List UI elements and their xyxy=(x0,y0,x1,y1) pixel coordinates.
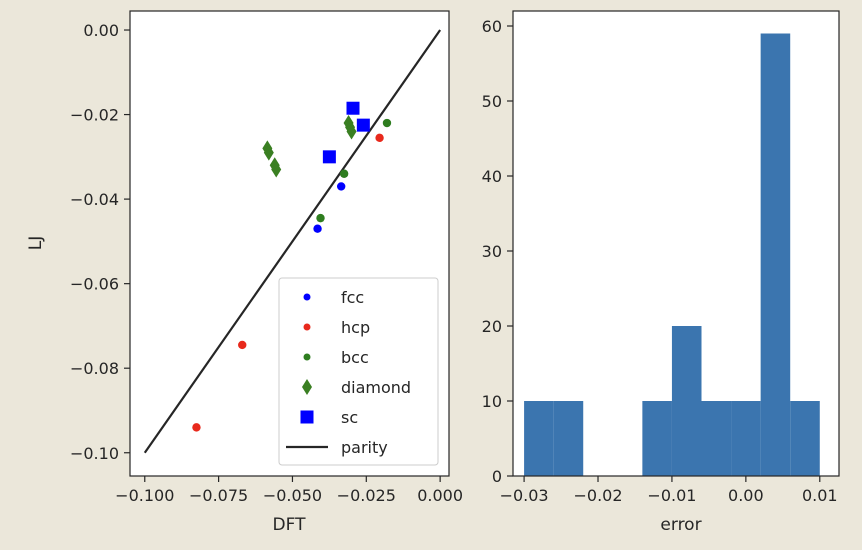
scatter-x-tick-label: −0.025 xyxy=(337,486,396,505)
hcp-point xyxy=(375,133,384,143)
scatter-legend: fcc hcp bcc diamond sc parity xyxy=(278,277,439,466)
scatter-x-tick-label: −0.100 xyxy=(115,486,174,505)
parity-line xyxy=(143,29,442,454)
bcc-point xyxy=(382,118,392,128)
sc-point xyxy=(346,101,360,115)
sc-point xyxy=(322,150,336,164)
diamond-point xyxy=(346,123,357,140)
histogram-bars xyxy=(524,33,820,476)
histogram-y-tick-label: 60 xyxy=(482,17,502,36)
bcc-point xyxy=(339,169,349,178)
scatter-marks xyxy=(143,29,442,454)
legend-diamond-label: diamond xyxy=(341,378,411,397)
legend-hcp-marker xyxy=(303,323,311,331)
scatter-x-ticks: −0.100 −0.075 −0.050 −0.025 0.000 xyxy=(115,476,463,505)
histogram-bar xyxy=(790,401,820,476)
histogram-bar xyxy=(701,401,732,476)
legend-fcc-label: fcc xyxy=(341,288,364,307)
legend-bcc-label: bcc xyxy=(341,348,369,367)
histogram-x-ticks: −0.03 −0.02 −0.01 0.00 0.01 xyxy=(500,476,838,505)
scatter-y-tick-label: −0.06 xyxy=(70,275,119,294)
histogram-x-tick-label: −0.01 xyxy=(647,486,696,505)
histogram-y-tick-label: 10 xyxy=(482,392,502,411)
histogram-plot-frame xyxy=(512,10,840,477)
scatter-y-ticks: 0.00 −0.02 −0.04 −0.06 −0.08 −0.10 xyxy=(70,21,130,463)
error-histogram: −0.03 −0.02 −0.01 0.00 0.01 0 10 20 30 40 50 60 er… xyxy=(482,10,840,535)
scatter-x-tick-label: −0.075 xyxy=(189,486,248,505)
histogram-x-tick-label: 0.01 xyxy=(802,486,838,505)
legend-fcc-marker xyxy=(303,293,311,301)
legend-diamond-marker xyxy=(302,379,312,395)
histogram-y-tick-label: 40 xyxy=(482,167,502,186)
histogram-bar xyxy=(760,33,791,476)
hcp-point xyxy=(238,340,247,350)
histogram-x-tick-label: 0.00 xyxy=(728,486,764,505)
scatter-y-tick-label: 0.00 xyxy=(83,21,119,40)
legend-parity-label: parity xyxy=(341,438,388,457)
histogram-bar xyxy=(642,401,672,476)
legend-sc-label: sc xyxy=(341,408,358,427)
histogram-y-tick-label: 20 xyxy=(482,317,502,336)
fcc-point xyxy=(313,224,322,233)
scatter-x-axis-label: DFT xyxy=(273,515,307,535)
diamond-point xyxy=(263,144,274,161)
fcc-point xyxy=(336,182,346,191)
histogram-x-axis-label: error xyxy=(660,515,701,535)
legend-sc-marker xyxy=(300,410,314,424)
hcp-point xyxy=(192,423,201,432)
histogram-bar xyxy=(731,401,761,476)
histogram-y-tick-label: 50 xyxy=(482,92,502,111)
scatter-y-tick-label: −0.10 xyxy=(70,444,119,463)
parity-scatter-plot: −0.100 −0.075 −0.050 −0.025 0.000 0.00 −0.02 −… xyxy=(26,10,463,535)
legend-hcp-label: hcp xyxy=(341,318,370,337)
legend-box xyxy=(278,277,439,466)
scatter-y-tick-label: −0.02 xyxy=(70,106,119,125)
histogram-x-tick-label: −0.02 xyxy=(573,486,622,505)
histogram-x-tick-label: −0.03 xyxy=(500,486,549,505)
bcc-point xyxy=(316,213,325,223)
scatter-y-axis-label: LJ xyxy=(26,236,46,251)
scatter-plot-frame xyxy=(129,10,450,477)
histogram-y-tick-label: 0 xyxy=(492,467,502,486)
legend-bcc-marker xyxy=(303,353,311,361)
scatter-x-tick-label: 0.000 xyxy=(417,486,463,505)
histogram-y-tick-label: 30 xyxy=(482,242,502,261)
histogram-bar xyxy=(524,401,554,476)
diamond-point xyxy=(271,161,282,178)
histogram-bar xyxy=(671,326,702,476)
scatter-y-tick-label: −0.04 xyxy=(70,190,119,209)
scatter-x-tick-label: −0.050 xyxy=(263,486,322,505)
histogram-bar xyxy=(553,401,584,476)
histogram-y-ticks: 0 10 20 30 40 50 60 xyxy=(482,17,513,486)
sc-point xyxy=(356,118,370,132)
scatter-y-tick-label: −0.08 xyxy=(70,359,119,378)
